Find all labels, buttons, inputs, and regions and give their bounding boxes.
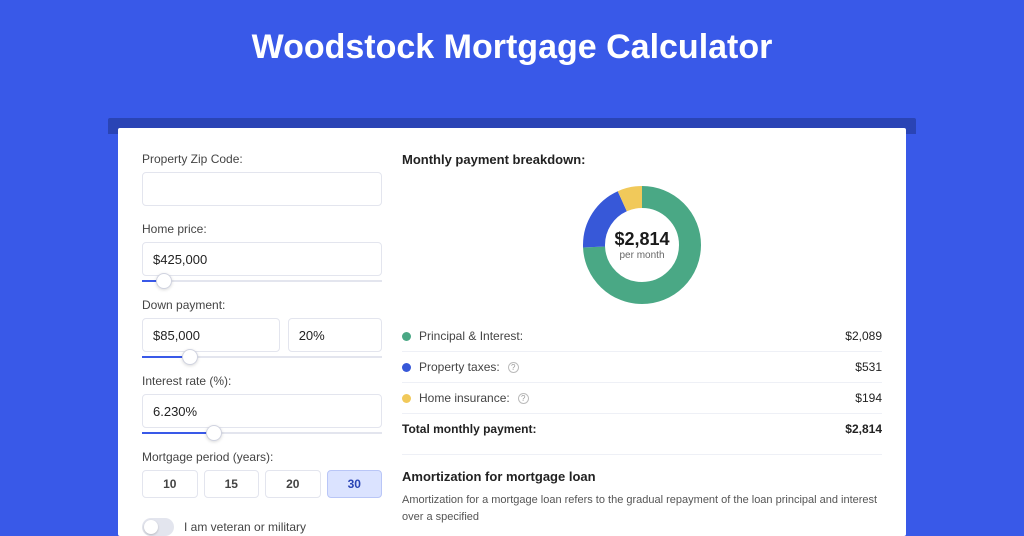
interest-rate-group: Interest rate (%):: [142, 374, 382, 434]
down-payment-percent-input[interactable]: [288, 318, 382, 352]
down-payment-group: Down payment:: [142, 298, 382, 358]
legend-label: Home insurance:?: [402, 391, 529, 405]
down-payment-slider[interactable]: [142, 356, 382, 358]
down-payment-amount-input[interactable]: [142, 318, 280, 352]
mortgage-period-group: Mortgage period (years): 10152030: [142, 450, 382, 498]
home-price-group: Home price:: [142, 222, 382, 282]
donut-chart: $2,814 per month: [580, 183, 704, 307]
zip-label: Property Zip Code:: [142, 152, 382, 166]
breakdown-title: Monthly payment breakdown:: [402, 152, 882, 167]
period-button-30[interactable]: 30: [327, 470, 383, 498]
veteran-label: I am veteran or military: [184, 520, 306, 534]
legend-dot-icon: [402, 332, 411, 341]
slider-thumb[interactable]: [206, 425, 222, 441]
home-price-slider[interactable]: [142, 280, 382, 282]
page-title: Woodstock Mortgage Calculator: [0, 0, 1024, 91]
mortgage-period-label: Mortgage period (years):: [142, 450, 382, 464]
veteran-toggle-row: I am veteran or military: [142, 518, 382, 536]
legend-value: $2,089: [845, 329, 882, 343]
zip-group: Property Zip Code:: [142, 152, 382, 206]
legend-row: Property taxes:? $531: [402, 351, 882, 382]
period-button-15[interactable]: 15: [204, 470, 260, 498]
calculator-card: Property Zip Code: Home price: Down paym…: [118, 128, 906, 536]
help-icon[interactable]: ?: [508, 362, 519, 373]
legend-row: Home insurance:? $194: [402, 382, 882, 413]
home-price-label: Home price:: [142, 222, 382, 236]
amortization-section: Amortization for mortgage loan Amortizat…: [402, 454, 882, 525]
legend-value: $531: [855, 360, 882, 374]
period-button-20[interactable]: 20: [265, 470, 321, 498]
home-price-input[interactable]: [142, 242, 382, 276]
total-label: Total monthly payment:: [402, 422, 536, 436]
help-icon[interactable]: ?: [518, 393, 529, 404]
amortization-title: Amortization for mortgage loan: [402, 469, 882, 484]
legend-value: $194: [855, 391, 882, 405]
down-payment-label: Down payment:: [142, 298, 382, 312]
legend-dot-icon: [402, 394, 411, 403]
total-value: $2,814: [845, 422, 882, 436]
period-button-10[interactable]: 10: [142, 470, 198, 498]
donut-sub: per month: [619, 250, 664, 261]
donut-chart-wrap: $2,814 per month: [402, 177, 882, 321]
interest-rate-input[interactable]: [142, 394, 382, 428]
breakdown-column: Monthly payment breakdown: $2,814 per mo…: [402, 152, 882, 536]
slider-thumb[interactable]: [182, 349, 198, 365]
amortization-text: Amortization for a mortgage loan refers …: [402, 492, 882, 525]
slider-thumb[interactable]: [156, 273, 172, 289]
legend-total-row: Total monthly payment: $2,814: [402, 413, 882, 444]
interest-rate-label: Interest rate (%):: [142, 374, 382, 388]
inputs-column: Property Zip Code: Home price: Down paym…: [142, 152, 382, 536]
interest-rate-slider[interactable]: [142, 432, 382, 434]
legend-label: Property taxes:?: [402, 360, 519, 374]
legend-row: Principal & Interest: $2,089: [402, 321, 882, 351]
veteran-toggle[interactable]: [142, 518, 174, 536]
donut-amount: $2,814: [614, 229, 669, 250]
legend-dot-icon: [402, 363, 411, 372]
zip-input[interactable]: [142, 172, 382, 206]
donut-center: $2,814 per month: [580, 183, 704, 307]
legend-label: Principal & Interest:: [402, 329, 523, 343]
